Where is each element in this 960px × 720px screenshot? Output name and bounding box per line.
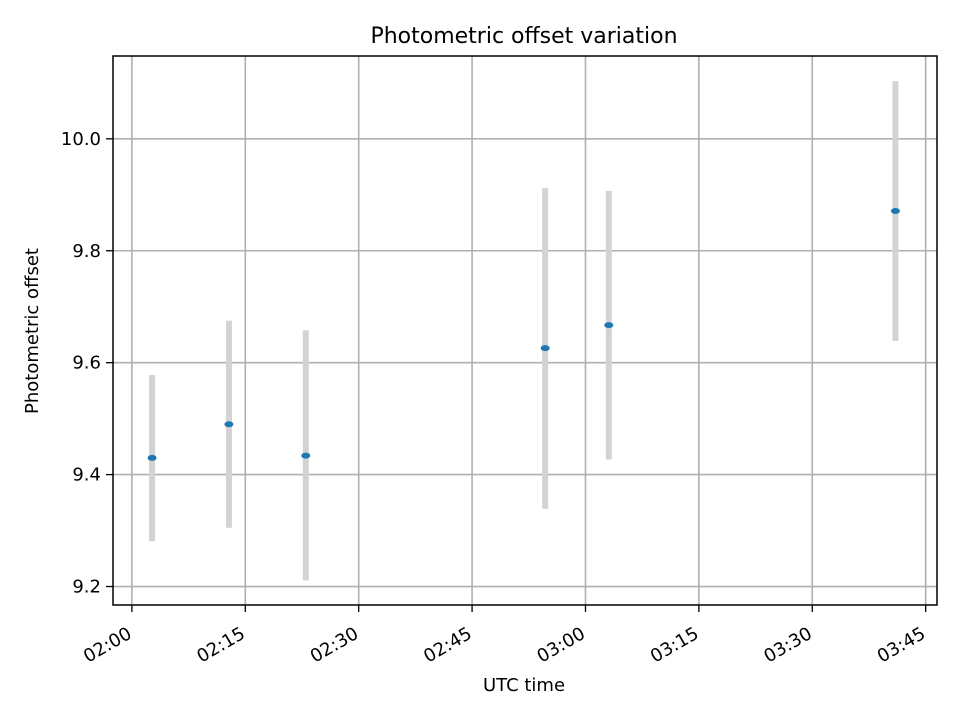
x-tick-label: 02:15 bbox=[193, 623, 248, 667]
y-axis-label: Photometric offset bbox=[22, 248, 43, 414]
x-axis-label: UTC time bbox=[483, 675, 565, 696]
data-point bbox=[301, 452, 311, 459]
y-tick-label: 9.6 bbox=[72, 353, 101, 374]
y-tick-label: 9.8 bbox=[72, 241, 101, 262]
y-tick-label: 10.0 bbox=[61, 129, 101, 150]
chart-title: Photometric offset variation bbox=[370, 24, 677, 49]
plot-frame bbox=[112, 55, 938, 606]
y-tick-label: 9.4 bbox=[72, 465, 101, 486]
data-point bbox=[540, 345, 550, 352]
data-point bbox=[147, 454, 157, 461]
data-point bbox=[604, 322, 614, 329]
y-tick-label: 9.2 bbox=[72, 577, 101, 598]
grid bbox=[113, 56, 937, 605]
x-tick-label: 03:00 bbox=[534, 623, 589, 667]
x-tick-label: 03:15 bbox=[647, 623, 702, 667]
data-point bbox=[224, 421, 234, 428]
x-tick-label: 02:45 bbox=[420, 623, 475, 667]
x-tick-label: 03:45 bbox=[874, 623, 929, 667]
x-tick-label: 02:30 bbox=[307, 623, 362, 667]
data-point bbox=[890, 208, 900, 215]
x-tick-label: 02:00 bbox=[80, 623, 135, 667]
x-tick-label: 03:30 bbox=[760, 623, 815, 667]
data-points bbox=[147, 208, 900, 461]
error-bars bbox=[149, 81, 899, 581]
